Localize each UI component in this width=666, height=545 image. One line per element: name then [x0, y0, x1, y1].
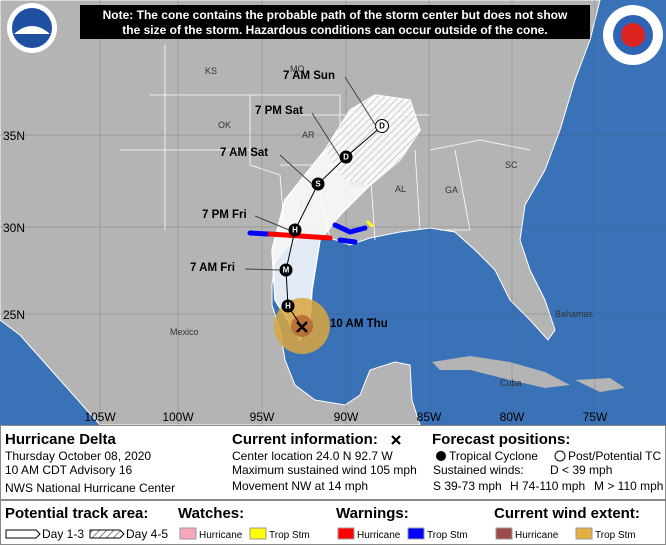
wind-class: S 39-73 mph	[433, 479, 502, 493]
forecast-label: 7 AM Sun	[283, 70, 335, 82]
note-line: the size of the storm. Hazardous conditi…	[122, 23, 547, 37]
forecast-label: 7 AM Sat	[220, 147, 268, 159]
lon-label: 95W	[250, 410, 275, 424]
cuba	[432, 356, 570, 388]
warning-tropstm-swatch	[407, 527, 425, 540]
wind-class: D < 39 mph	[550, 463, 612, 477]
point-symbol: S	[315, 180, 321, 189]
warning-item: Hurricane	[357, 530, 401, 541]
date: Thursday October 08, 2020	[5, 449, 151, 463]
lat-label: 30N	[3, 221, 25, 235]
point-symbol: D	[343, 153, 349, 162]
region-label: KS	[205, 66, 217, 76]
current-heading: Current information:	[232, 431, 378, 448]
lon-label: 105W	[84, 410, 116, 424]
current-line: Center location 24.0 N 92.7 W	[232, 449, 393, 463]
day45-swatch	[89, 529, 125, 539]
sustained-winds: Sustained winds:	[433, 463, 524, 477]
advisory: 10 AM CDT Advisory 16	[5, 463, 132, 477]
forecast-label: 7 PM Fri	[202, 209, 247, 221]
warning-hurricane-swatch	[337, 527, 355, 540]
region-label: Bahamas	[555, 309, 594, 319]
ptc-symbol	[554, 450, 566, 462]
wind-hurricane-swatch	[495, 527, 513, 540]
region-label: SC	[505, 160, 518, 170]
current-position	[296, 321, 308, 333]
warnings-heading: Warnings:	[336, 505, 409, 522]
source: NWS National Hurricane Center	[5, 481, 175, 495]
hispaniola	[575, 378, 625, 392]
forecast-label: 7 AM Fri	[190, 262, 235, 274]
wind-class: M > 110 mph	[594, 479, 663, 493]
watch-item: Trop Stm	[269, 530, 310, 541]
point-symbol: M	[283, 266, 290, 275]
current-symbol	[391, 435, 401, 445]
point-symbol: H	[292, 226, 298, 235]
region-label: Cuba	[500, 378, 522, 388]
label-leaders	[244, 76, 377, 271]
noaa-logo	[7, 3, 57, 53]
region-label: OK	[218, 120, 231, 130]
watch-hurricane-swatch	[179, 527, 197, 540]
wind-item: Hurricane	[515, 530, 559, 541]
watch-item: Hurricane	[199, 530, 243, 541]
watches-heading: Watches:	[178, 505, 244, 522]
forecast-label: 7 PM Sat	[255, 105, 303, 117]
note-line: Note: The cone contains the probable pat…	[103, 8, 568, 22]
track-heading: Potential track area:	[5, 505, 148, 522]
region-label: GA	[445, 185, 458, 195]
lon-label: 90W	[334, 410, 359, 424]
wind-tropstm-swatch	[575, 527, 593, 540]
storm-name: Hurricane Delta	[5, 431, 117, 448]
forecast-points: H M H S D D	[279, 119, 389, 313]
region-label: AR	[302, 130, 315, 140]
lat-label: 35N	[3, 129, 25, 143]
lat-label: 25N	[3, 308, 25, 322]
point-symbol: H	[285, 302, 291, 311]
warning-item: Trop Stm	[427, 530, 468, 541]
day13-swatch	[5, 529, 41, 539]
track-item: Day 1-3	[42, 527, 84, 541]
tc-symbol	[436, 451, 446, 461]
current-line: Movement NW at 14 mph	[232, 479, 368, 493]
lon-label: 85W	[417, 410, 442, 424]
post-tc: Post/Potential TC	[568, 449, 661, 463]
wind-item: Trop Stm	[595, 530, 636, 541]
nws-logo	[603, 5, 663, 65]
current-line: Maximum sustained wind 105 mph	[232, 463, 417, 477]
legend-panel: Hurricane Delta Thursday October 08, 202…	[0, 425, 666, 545]
region-label: AL	[395, 184, 406, 194]
watch-tropstm-swatch	[249, 527, 267, 540]
lon-label: 100W	[162, 410, 194, 424]
note-box	[80, 5, 590, 39]
lon-label: 80W	[500, 410, 525, 424]
track-item: Day 4-5	[126, 527, 168, 541]
map: KS MO OK AR TN MS AL GA SC LA Mexico Bah…	[0, 0, 666, 426]
region-label: Mexico	[170, 327, 199, 337]
grid	[0, 0, 666, 425]
tropical-cyclone: Tropical Cyclone	[449, 449, 538, 463]
warnings	[247, 220, 374, 245]
wind-heading: Current wind extent:	[494, 505, 640, 522]
lon-label: 75W	[583, 410, 608, 424]
forecast-heading: Forecast positions:	[432, 431, 570, 448]
region-label: MO	[290, 64, 305, 74]
forecast-label: 10 AM Thu	[330, 318, 388, 330]
wind-class: H 74-110 mph	[510, 479, 585, 493]
point-symbol: D	[379, 122, 385, 131]
